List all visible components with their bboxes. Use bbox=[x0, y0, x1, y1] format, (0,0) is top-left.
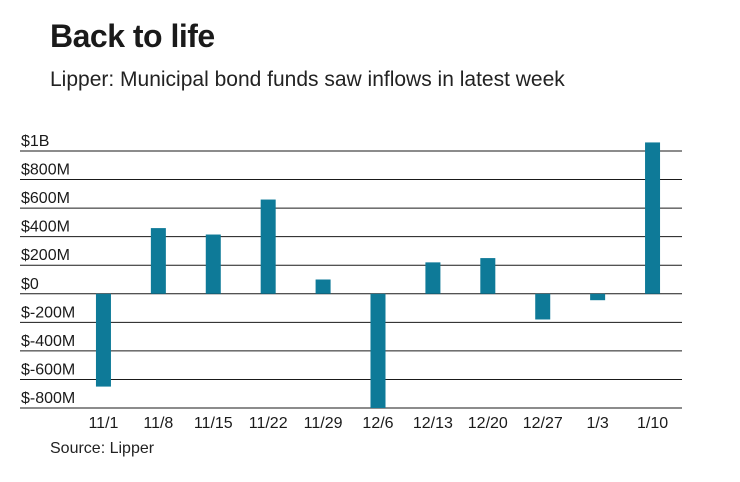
y-tick-label: $200M bbox=[21, 247, 70, 264]
x-axis-ticks: 11/1 11/8 11/15 11/22 11/29 12/6 12/13 12/20 12/… bbox=[88, 415, 668, 432]
y-tick-label: $-200M bbox=[21, 304, 75, 321]
bar-12-6 bbox=[370, 293, 386, 408]
y-tick-label: $400M bbox=[21, 219, 70, 236]
x-tick-label: 12/13 bbox=[413, 415, 453, 432]
chart-title: Back to life bbox=[50, 18, 215, 54]
y-tick-label: $600M bbox=[21, 190, 70, 207]
x-tick-label: 1/3 bbox=[587, 415, 609, 432]
chart-subtitle: Lipper: Municipal bond funds saw inflows… bbox=[50, 68, 565, 91]
x-tick-label: 12/27 bbox=[523, 415, 563, 432]
bar-1-10 bbox=[645, 142, 661, 294]
y-tick-label: $800M bbox=[21, 162, 70, 179]
y-tick-label: $0 bbox=[21, 276, 39, 293]
bar-1-3 bbox=[590, 293, 606, 301]
bar-12-27 bbox=[535, 293, 551, 320]
y-axis-ticks: $1B $800M $600M $400M $200M $0 $-200M $-400M $-6… bbox=[21, 133, 75, 407]
y-tick-label: $-800M bbox=[21, 390, 75, 407]
x-tick-label: 11/8 bbox=[143, 415, 173, 432]
x-tick-label: 11/15 bbox=[194, 415, 233, 432]
bar-12-20 bbox=[480, 258, 496, 294]
x-tick-label: 11/29 bbox=[304, 415, 343, 432]
bar-11-22 bbox=[260, 199, 276, 294]
x-tick-label: 11/22 bbox=[249, 415, 288, 432]
bar-11-8 bbox=[150, 228, 166, 294]
y-tick-label: $1B bbox=[21, 133, 49, 150]
x-tick-label: 12/20 bbox=[468, 415, 508, 432]
gridlines bbox=[20, 150, 682, 409]
y-tick-label: $-400M bbox=[21, 333, 75, 350]
source-note: Source: Lipper bbox=[50, 440, 155, 457]
x-tick-label: 1/10 bbox=[637, 415, 668, 432]
x-tick-label: 11/1 bbox=[88, 415, 118, 432]
bar-11-15 bbox=[205, 234, 221, 294]
x-tick-label: 12/6 bbox=[362, 415, 393, 432]
bar-11-1 bbox=[95, 293, 111, 387]
y-tick-label: $-600M bbox=[21, 361, 75, 378]
bar-11-29 bbox=[315, 279, 331, 294]
bars bbox=[95, 142, 661, 408]
bar-12-13 bbox=[425, 262, 441, 294]
